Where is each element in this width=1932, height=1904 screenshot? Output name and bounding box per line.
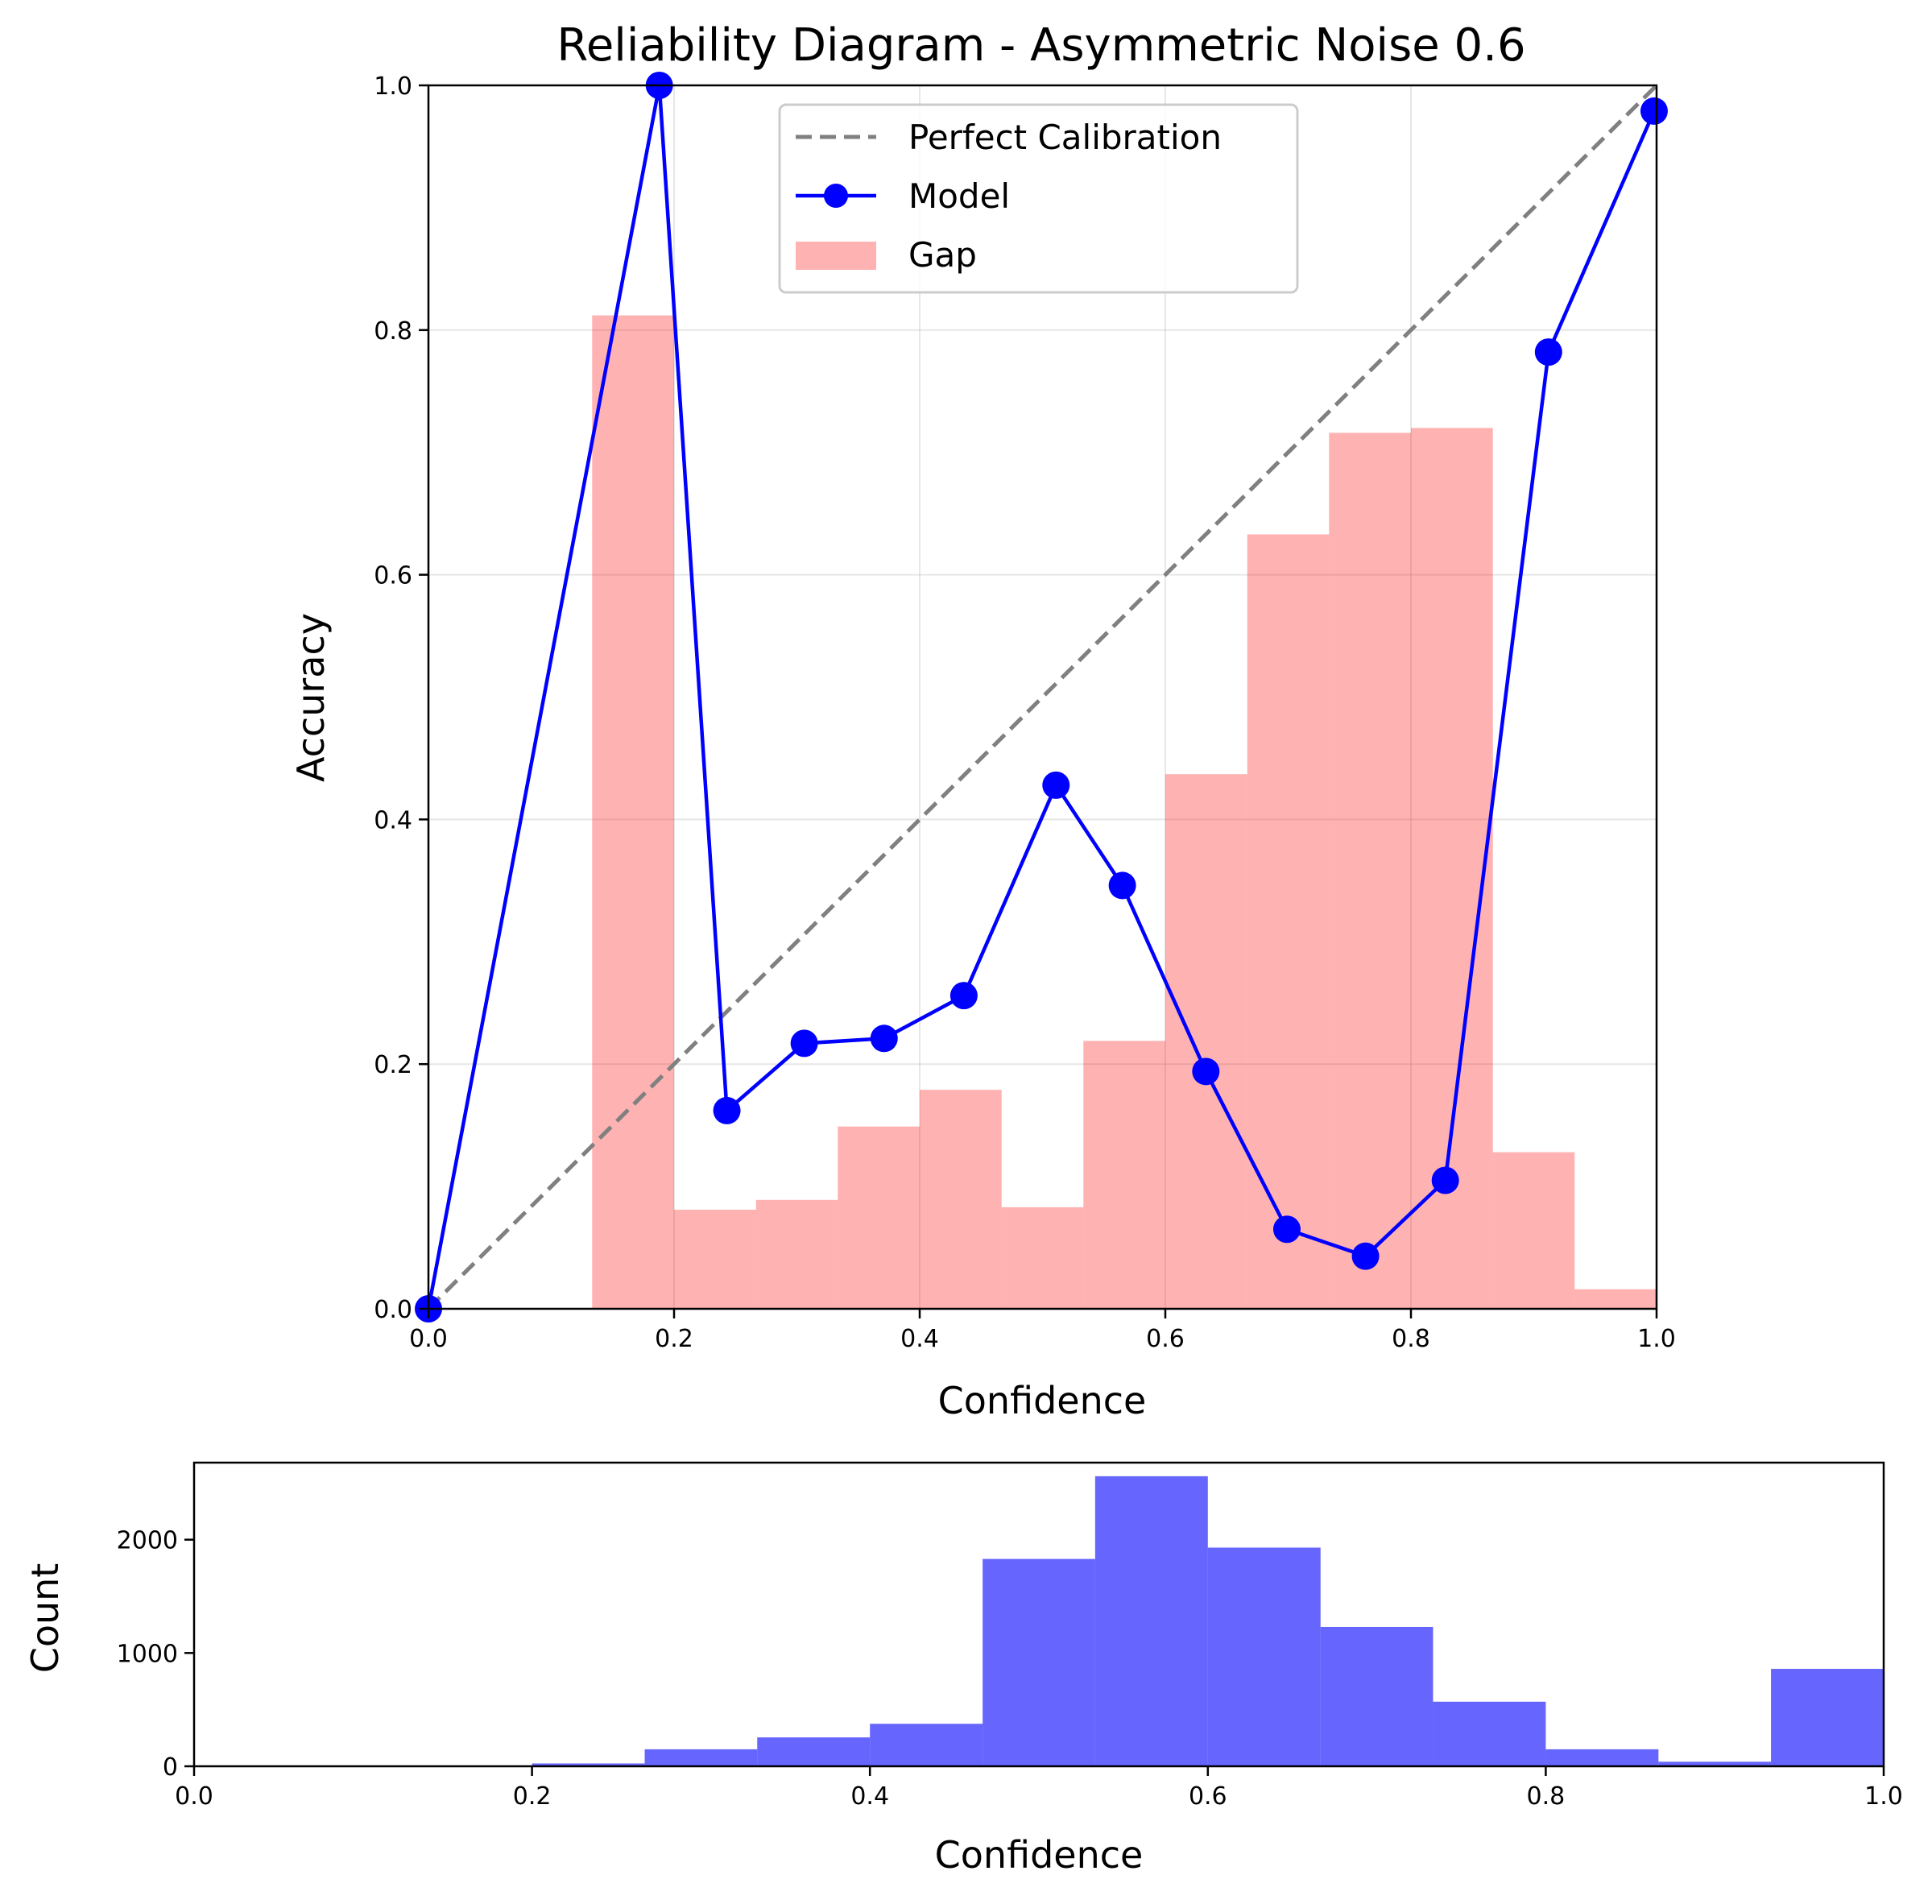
reliability-chart: Reliability Diagram - Asymmetric Noise 0… (289, 19, 1676, 1422)
model-point (1640, 97, 1668, 125)
x-tick-label: 1.0 (1637, 1325, 1676, 1353)
y-tick-label: 1.0 (374, 72, 412, 101)
legend-box (778, 103, 1299, 294)
histogram-y-axis-ticks: 0 1000 2000 (117, 1527, 194, 1782)
y-tick-label: 0.0 (374, 1296, 412, 1324)
y-tick-label: 0.8 (374, 317, 412, 346)
histogram-y-axis-label: Count (23, 1563, 67, 1674)
legend-perfect-calibration-label: Perfect Calibration (908, 118, 1222, 157)
gap-bar (1574, 1289, 1657, 1309)
count-bar (870, 1724, 983, 1766)
count-bar (1433, 1701, 1546, 1766)
histogram-x-tick-label: 0.4 (850, 1782, 889, 1811)
legend-gap-label: Gap (908, 235, 977, 275)
histogram-x-tick-label: 0.6 (1189, 1782, 1227, 1811)
y-tick-label: 0.6 (374, 562, 412, 590)
legend: Perfect Calibration Model Gap (778, 103, 1299, 294)
gap-bar (1329, 433, 1411, 1309)
x-tick-label: 0.8 (1392, 1325, 1430, 1353)
histogram-y-tick-label: 2000 (117, 1527, 178, 1555)
count-bar (1320, 1626, 1433, 1766)
gap-bar (592, 315, 674, 1309)
gap-bar (1083, 1041, 1165, 1309)
count-bar (1207, 1547, 1321, 1766)
count-bar (1545, 1749, 1659, 1766)
histogram-x-axis-ticks: 0.0 0.2 0.4 0.6 0.8 1.0 (175, 1766, 1903, 1811)
x-tick-label: 0.0 (409, 1325, 448, 1353)
histogram-x-tick-label: 0.0 (175, 1782, 213, 1811)
chart-title: Reliability Diagram - Asymmetric Noise 0… (556, 19, 1525, 72)
gap-bar (1247, 534, 1330, 1309)
histogram-frame (192, 1461, 1885, 1768)
count-bar (757, 1737, 871, 1766)
model-point (713, 1096, 741, 1124)
histogram-x-tick-label: 0.8 (1527, 1782, 1566, 1811)
count-bar (983, 1558, 1095, 1766)
y-axis-ticks: 0.0 0.2 0.4 0.6 0.8 1.0 (374, 72, 428, 1324)
x-tick-label: 0.6 (1146, 1325, 1185, 1353)
y-tick-label: 0.4 (374, 806, 412, 834)
gap-bar (1492, 1152, 1575, 1309)
x-axis-ticks: 0.0 0.2 0.4 0.6 0.8 1.0 (409, 1309, 1676, 1353)
count-bar (532, 1763, 645, 1766)
count-bar (1094, 1476, 1208, 1766)
gap-bar (920, 1090, 1002, 1309)
model-point (1108, 871, 1136, 900)
gap-bar (755, 1199, 838, 1309)
x-tick-label: 0.4 (900, 1325, 939, 1353)
gap-bar (1411, 428, 1493, 1309)
x-axis-label: Confidence (938, 1379, 1147, 1422)
legend-model-label: Model (908, 176, 1010, 216)
gap-bars (592, 315, 1657, 1309)
model-point (1431, 1166, 1459, 1194)
model-line (426, 85, 1657, 1310)
gap-bar (674, 1209, 756, 1309)
gap-bar (1001, 1207, 1084, 1309)
count-bar (1658, 1761, 1772, 1766)
y-tick-label: 0.2 (374, 1051, 412, 1079)
plot-frame (427, 84, 1658, 1310)
count-bars (532, 1476, 1884, 1766)
count-bar (644, 1749, 758, 1766)
model-points (415, 72, 1668, 1322)
legend-model-swatch-marker (824, 184, 848, 208)
model-point (790, 1029, 818, 1058)
model-point (870, 1024, 898, 1053)
model-point (1351, 1242, 1380, 1270)
count-bar (1771, 1669, 1884, 1766)
model-point (1534, 338, 1562, 366)
histogram-y-tick-label: 1000 (117, 1640, 178, 1668)
model-point (1192, 1058, 1220, 1086)
model-point (1042, 771, 1070, 799)
histogram-x-tick-label: 0.2 (513, 1782, 552, 1811)
histogram-x-tick-label: 1.0 (1864, 1782, 1903, 1811)
histogram-y-tick-label: 0 (163, 1753, 178, 1782)
gap-bar (838, 1126, 920, 1309)
model-point (949, 982, 978, 1010)
model-point (1272, 1215, 1301, 1244)
gap-bar (1165, 774, 1247, 1309)
x-tick-label: 0.2 (655, 1325, 693, 1353)
histogram-x-axis-label: Confidence (935, 1833, 1144, 1877)
y-axis-label: Accuracy (289, 613, 333, 782)
legend-gap-swatch (796, 242, 876, 270)
